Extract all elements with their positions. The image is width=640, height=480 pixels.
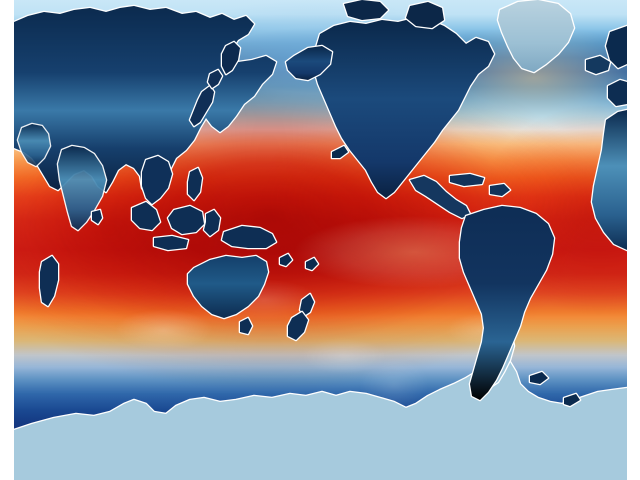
land-australia xyxy=(186,254,270,320)
land-europe xyxy=(604,24,627,70)
land-fiji xyxy=(304,256,320,272)
land-iceland xyxy=(584,54,612,76)
land-madagascar xyxy=(38,254,60,308)
land-iberia-nw-africa xyxy=(606,78,627,108)
land-baffin xyxy=(404,0,446,30)
land-west-africa xyxy=(590,108,627,252)
land-hawaii xyxy=(330,144,350,160)
land-kamchatka xyxy=(220,40,242,76)
land-india xyxy=(56,144,108,232)
land-new-guinea xyxy=(220,224,278,250)
land-sumatra xyxy=(130,200,162,232)
land-new-zealand-south xyxy=(286,310,310,342)
land-philippines xyxy=(186,166,204,202)
map-axes[interactable] xyxy=(14,0,627,480)
land-south-georgia xyxy=(562,392,582,408)
land-new-zealand-north xyxy=(298,292,316,318)
land-japan xyxy=(188,84,216,128)
land-hispaniola xyxy=(488,182,512,198)
land-south-america xyxy=(458,204,556,402)
land-cuba xyxy=(448,172,486,188)
land-arabia xyxy=(16,122,52,168)
land-borneo xyxy=(166,204,206,236)
land-falklands xyxy=(528,370,550,386)
land-greenland xyxy=(496,0,576,74)
land-sri-lanka xyxy=(90,208,104,226)
land-sulawesi xyxy=(202,208,222,238)
land-japan-north xyxy=(206,68,224,90)
land-alaska xyxy=(284,44,334,82)
land-tasmania xyxy=(238,316,254,336)
land-java xyxy=(152,234,190,252)
land-layer xyxy=(14,0,627,480)
land-canadian-arctic xyxy=(342,0,390,22)
land-north-america xyxy=(312,16,496,200)
land-pacific-islands xyxy=(278,252,294,268)
land-indochina xyxy=(140,154,174,206)
